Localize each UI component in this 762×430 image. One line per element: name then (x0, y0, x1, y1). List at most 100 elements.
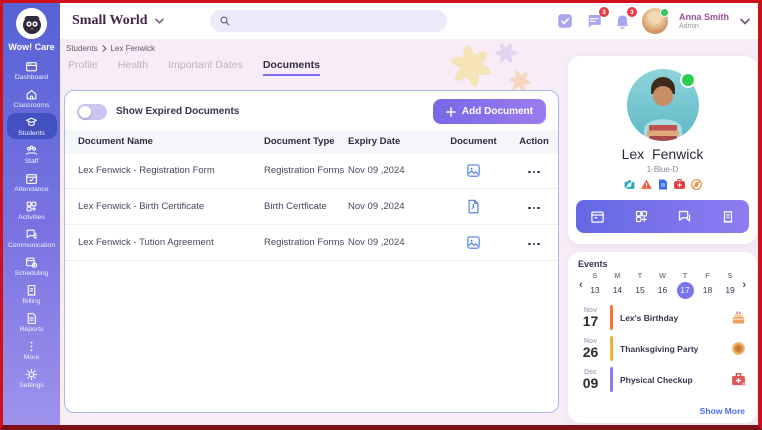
weekday-label: S (727, 271, 733, 280)
sidebar-item-staff[interactable]: Staff (7, 141, 57, 167)
breadcrumb: Students Lex Fenwick (66, 44, 155, 53)
calendar-date[interactable]: 19 (725, 285, 735, 295)
image-file-icon (466, 163, 481, 178)
expiry-date: Nov 09 ,2024 (348, 237, 405, 248)
show-expired-toggle[interactable] (77, 103, 107, 120)
row-actions-button[interactable] (527, 165, 541, 176)
calendar-next-button[interactable]: › (742, 279, 746, 291)
sidebar-item-classrooms[interactable]: Classrooms (7, 85, 57, 111)
billing-icon[interactable] (721, 210, 735, 224)
user-avatar[interactable] (641, 8, 669, 34)
event-day: 17 (582, 312, 599, 329)
app-logo (16, 8, 47, 39)
tasks-button[interactable] (556, 12, 574, 30)
topbar-right: 3 3 Anna Smith Admin (556, 7, 750, 34)
birthday-cake-icon (730, 309, 747, 326)
medical-kit-icon (730, 371, 747, 388)
document-file-button[interactable] (466, 199, 481, 214)
students-icon (25, 116, 38, 129)
settings-icon (25, 368, 38, 381)
show-more-link[interactable]: Show More (699, 406, 745, 416)
more-icon (25, 340, 38, 353)
calendar-date[interactable]: 18 (702, 285, 713, 295)
sidebar-item-scheduling[interactable]: Scheduling (7, 253, 57, 279)
col-document: Document (450, 136, 497, 147)
app-name: Wow! Care (8, 42, 55, 52)
sidebar-item-communication[interactable]: Communication (7, 225, 57, 251)
message-icon (585, 12, 603, 30)
sidebar-item-reports[interactable]: Reports (7, 309, 57, 335)
chevron-down-icon (154, 18, 164, 24)
document-file-button[interactable] (466, 235, 481, 250)
event-item[interactable]: Dec 09 Physical Checkup (578, 367, 747, 392)
sidebar-item-more[interactable]: More (7, 337, 57, 363)
sidebar: Wow! Care Dashboard Classrooms Students … (3, 3, 60, 425)
search-bar[interactable] (209, 10, 447, 32)
student-profile-card: Lex Fenwick 1-Blue-D (568, 56, 757, 244)
sidebar-item-students[interactable]: Students (6, 113, 57, 139)
table-row: Lex Fenwick - Birth Certificate Birth Ce… (65, 189, 558, 225)
row-actions-button[interactable] (527, 237, 541, 248)
profile-chevron-down-icon[interactable] (740, 18, 750, 25)
calendar-prev-button[interactable]: ‹ (579, 279, 583, 291)
expiry-date: Nov 09 ,2024 (348, 165, 405, 176)
plus-icon (445, 106, 456, 117)
sidebar-item-activities[interactable]: Activities (7, 197, 57, 223)
add-document-button[interactable]: Add Document (432, 99, 546, 124)
calendar-date[interactable]: 15 (635, 285, 645, 295)
calendar-date[interactable]: 14 (612, 285, 623, 295)
calendar-grid: S M T W T F S 13 14 15 16 17 18 19 (584, 271, 742, 299)
flower-decoration (508, 69, 532, 93)
document-name: Lex Fenwick - Registration Form (78, 165, 215, 176)
row-actions-button[interactable] (527, 201, 541, 212)
food-restriction-icon (690, 178, 703, 191)
toggle-label: Show Expired Documents (116, 106, 240, 117)
messages-button[interactable]: 3 (585, 7, 609, 30)
student-name: Lex Fenwick (621, 146, 704, 162)
col-expiry-date: Expiry Date (348, 136, 401, 147)
staff-icon (25, 144, 38, 157)
expiry-date: Nov 09 ,2024 (348, 201, 405, 212)
calendar-strip: ‹ S M T W T F S 13 14 15 16 17 18 (578, 271, 747, 299)
reports-icon (25, 312, 38, 325)
document-file-button[interactable] (466, 163, 481, 178)
breadcrumb-chevron-icon (102, 45, 107, 52)
activities-icon[interactable] (634, 209, 649, 224)
event-item[interactable]: Nov 17 Lex's Birthday (578, 305, 747, 330)
sidebar-item-billing[interactable]: Billing (7, 281, 57, 307)
col-document-name: Document Name (78, 136, 153, 147)
sidebar-item-settings[interactable]: Settings (7, 365, 57, 391)
communication-icon[interactable] (677, 209, 692, 224)
sidebar-item-attendance[interactable]: Attendance (7, 169, 57, 195)
sidebar-item-dashboard[interactable]: Dashboard (7, 57, 57, 83)
events-card: Events ‹ S M T W T F S 13 14 15 16 (568, 252, 757, 423)
messages-badge: 3 (598, 7, 609, 17)
weekday-label: T (637, 271, 643, 280)
activities-icon (25, 200, 38, 213)
tab-profile[interactable]: Profile (68, 59, 98, 71)
user-name: Anna Smith (678, 12, 729, 23)
calendar-date[interactable]: 16 (657, 285, 668, 295)
breadcrumb-parent[interactable]: Students (66, 44, 98, 53)
event-title: Physical Checkup (620, 374, 693, 385)
notifications-button[interactable]: 3 (614, 7, 637, 30)
school-selector[interactable]: Small World (72, 13, 164, 29)
calendar-date-selected[interactable]: 17 (676, 282, 694, 299)
tab-documents[interactable]: Documents (262, 59, 321, 76)
tab-health[interactable]: Health (117, 59, 149, 71)
event-day: 26 (582, 343, 599, 360)
events-title: Events (578, 259, 608, 269)
bell-icon (614, 12, 631, 30)
tab-important-dates[interactable]: Important Dates (168, 59, 243, 71)
event-title: Thanksgiving Party (620, 343, 699, 354)
allergy-alert-icon (640, 178, 653, 191)
user-info: Anna Smith Admin (679, 12, 729, 30)
tabs: Profile Health Important Dates Documents (68, 59, 321, 76)
search-input[interactable] (230, 15, 425, 27)
dashboard-icon (25, 60, 38, 73)
attendance-icon (25, 172, 38, 185)
attendance-icon[interactable] (590, 209, 605, 224)
calendar-date[interactable]: 13 (590, 285, 600, 295)
event-item[interactable]: Nov 26 Thanksgiving Party (578, 336, 747, 361)
event-day: 09 (582, 374, 599, 391)
